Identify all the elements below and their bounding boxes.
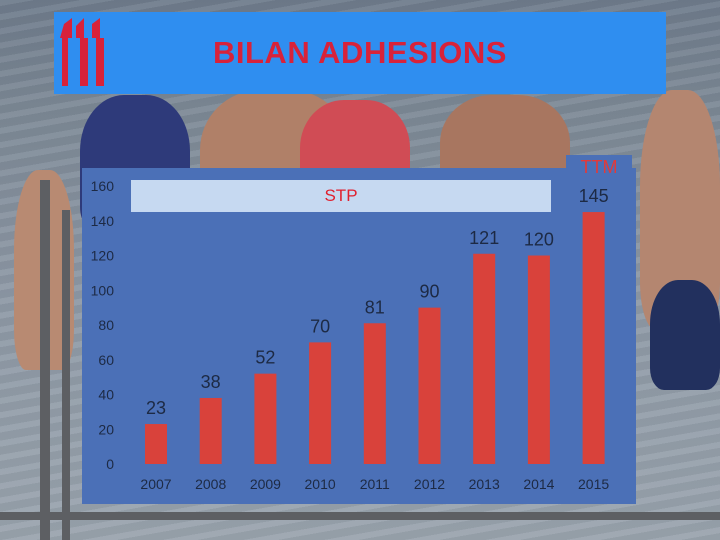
- background-rail: [40, 180, 50, 540]
- page-title: BILAN ADHESIONS: [213, 35, 507, 70]
- background-athlete: [650, 280, 720, 390]
- background-rail: [62, 210, 70, 540]
- club-logo-icon: [60, 18, 104, 86]
- chart-panel: [82, 168, 636, 504]
- ttm-label-box: [566, 155, 632, 185]
- stp-label: STP: [324, 186, 358, 205]
- background-rail: [0, 512, 720, 520]
- header-banner: BILAN ADHESIONS: [54, 12, 666, 94]
- ttm-label: TTM: [580, 157, 618, 177]
- stp-banner: STP: [131, 180, 551, 212]
